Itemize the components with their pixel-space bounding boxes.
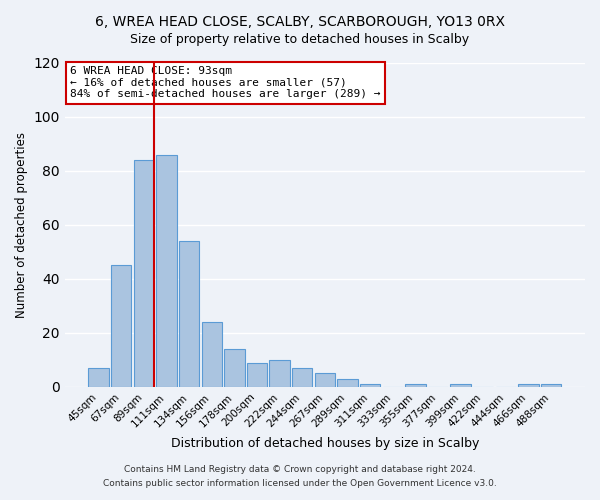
Bar (247, 362, 267, 387)
Bar (337, 379, 358, 387)
Bar (224, 349, 245, 387)
Bar (134, 160, 154, 387)
Text: 6, WREA HEAD CLOSE, SCALBY, SCARBOROUGH, YO13 0RX: 6, WREA HEAD CLOSE, SCALBY, SCARBOROUGH,… (95, 15, 505, 29)
Bar (111, 266, 131, 387)
Bar (541, 384, 562, 387)
Bar (315, 374, 335, 387)
X-axis label: Distribution of detached houses by size in Scalby: Distribution of detached houses by size … (171, 437, 479, 450)
Bar (518, 384, 539, 387)
Bar (405, 384, 425, 387)
Bar (269, 360, 290, 387)
Bar (179, 241, 199, 387)
Text: 6 WREA HEAD CLOSE: 93sqm
← 16% of detached houses are smaller (57)
84% of semi-d: 6 WREA HEAD CLOSE: 93sqm ← 16% of detach… (70, 66, 380, 100)
Text: Contains HM Land Registry data © Crown copyright and database right 2024.
Contai: Contains HM Land Registry data © Crown c… (103, 466, 497, 487)
Bar (88, 368, 109, 387)
Y-axis label: Number of detached properties: Number of detached properties (15, 132, 28, 318)
Bar (202, 322, 222, 387)
Text: Size of property relative to detached houses in Scalby: Size of property relative to detached ho… (130, 32, 470, 46)
Bar (451, 384, 471, 387)
Bar (360, 384, 380, 387)
Bar (157, 155, 176, 387)
Bar (292, 368, 313, 387)
